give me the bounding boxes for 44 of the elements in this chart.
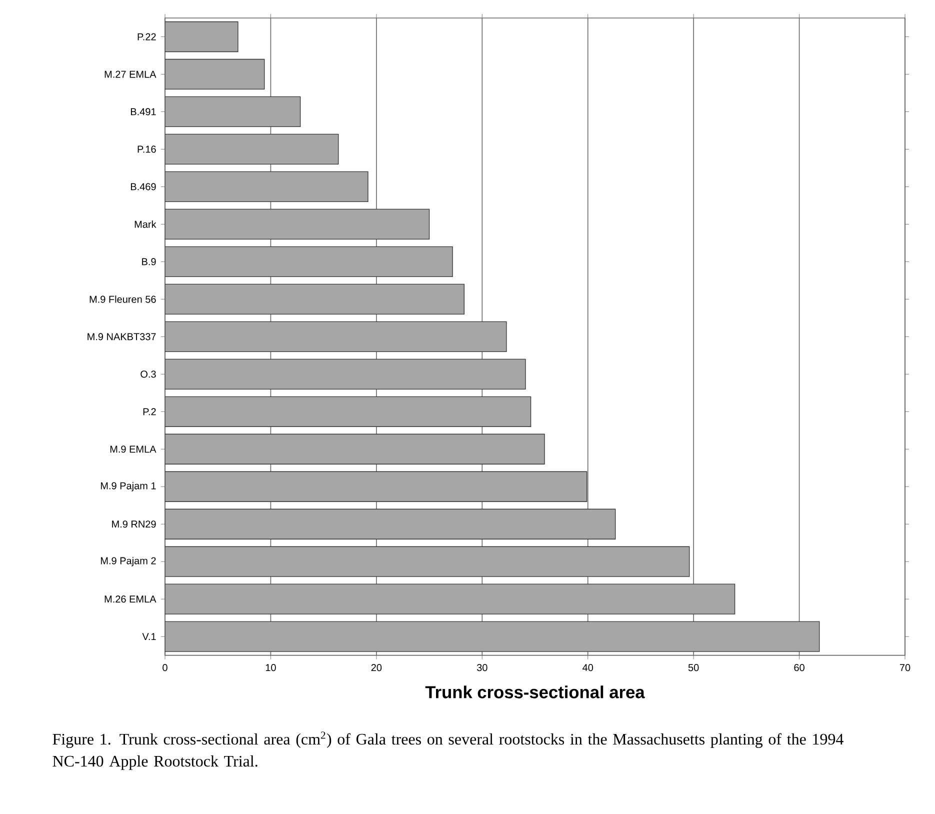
bar [165,396,532,427]
x-tick-label: 40 [582,664,594,672]
x-tick-label: 10 [266,664,276,672]
y-tick-label: M.27 EMLA [104,70,156,78]
y-tick-label: P.22 [138,33,156,40]
x-tick-label: 60 [794,664,804,672]
y-tick-label: M.9 Pajam 1 [100,482,156,492]
y-tick-label: M.9 EMLA [110,446,156,453]
bar [165,546,690,577]
bar [165,321,507,352]
x-tick-label: 30 [476,664,488,672]
y-tick-label: Mark [134,220,156,228]
y-tick-label: M.9 RN29 [112,520,156,528]
bar [165,508,616,540]
bar [165,471,588,502]
bar [165,171,368,202]
bar [165,96,301,128]
bar [165,246,453,278]
bar [165,621,820,652]
y-tick-label: M.9 Pajam 2 [100,556,156,566]
text: Figure 1. Trunk cross-sectional area (cm$^{2}$) of Gala trees on several rootstocks in the Massachusetts planting of the 1994 NC-140 Apple Rootstock Trial. [52,732,844,770]
bar [165,434,545,464]
bar [165,584,736,614]
y-tick-label: P.2 [143,408,156,416]
bar [165,284,465,315]
y-tick-label: M.26 EMLA [104,596,156,603]
y-tick-label: M.9 Fleuren 56 [90,296,156,303]
y-tick-label: P.16 [138,146,156,153]
y-tick-label: B.491 [130,108,156,116]
y-tick-label: M.9 NAKBT337 [88,333,156,340]
bar [165,58,265,90]
bar [165,208,430,240]
x-tick-label: 50 [688,664,699,672]
y-tick-label: B.469 [130,183,156,190]
bar [165,134,339,165]
x-axis-title: Trunk cross-sectional area [425,686,645,698]
x-tick-label: 70 [900,664,910,672]
x-tick-label: 20 [371,664,382,672]
y-tick-label: O.3 [140,370,156,378]
y-tick-label: B.9 [142,258,156,266]
x-tick-label: 0 [162,664,168,672]
bar [165,21,238,52]
y-tick-label: V.1 [142,633,156,640]
bar [165,358,526,390]
